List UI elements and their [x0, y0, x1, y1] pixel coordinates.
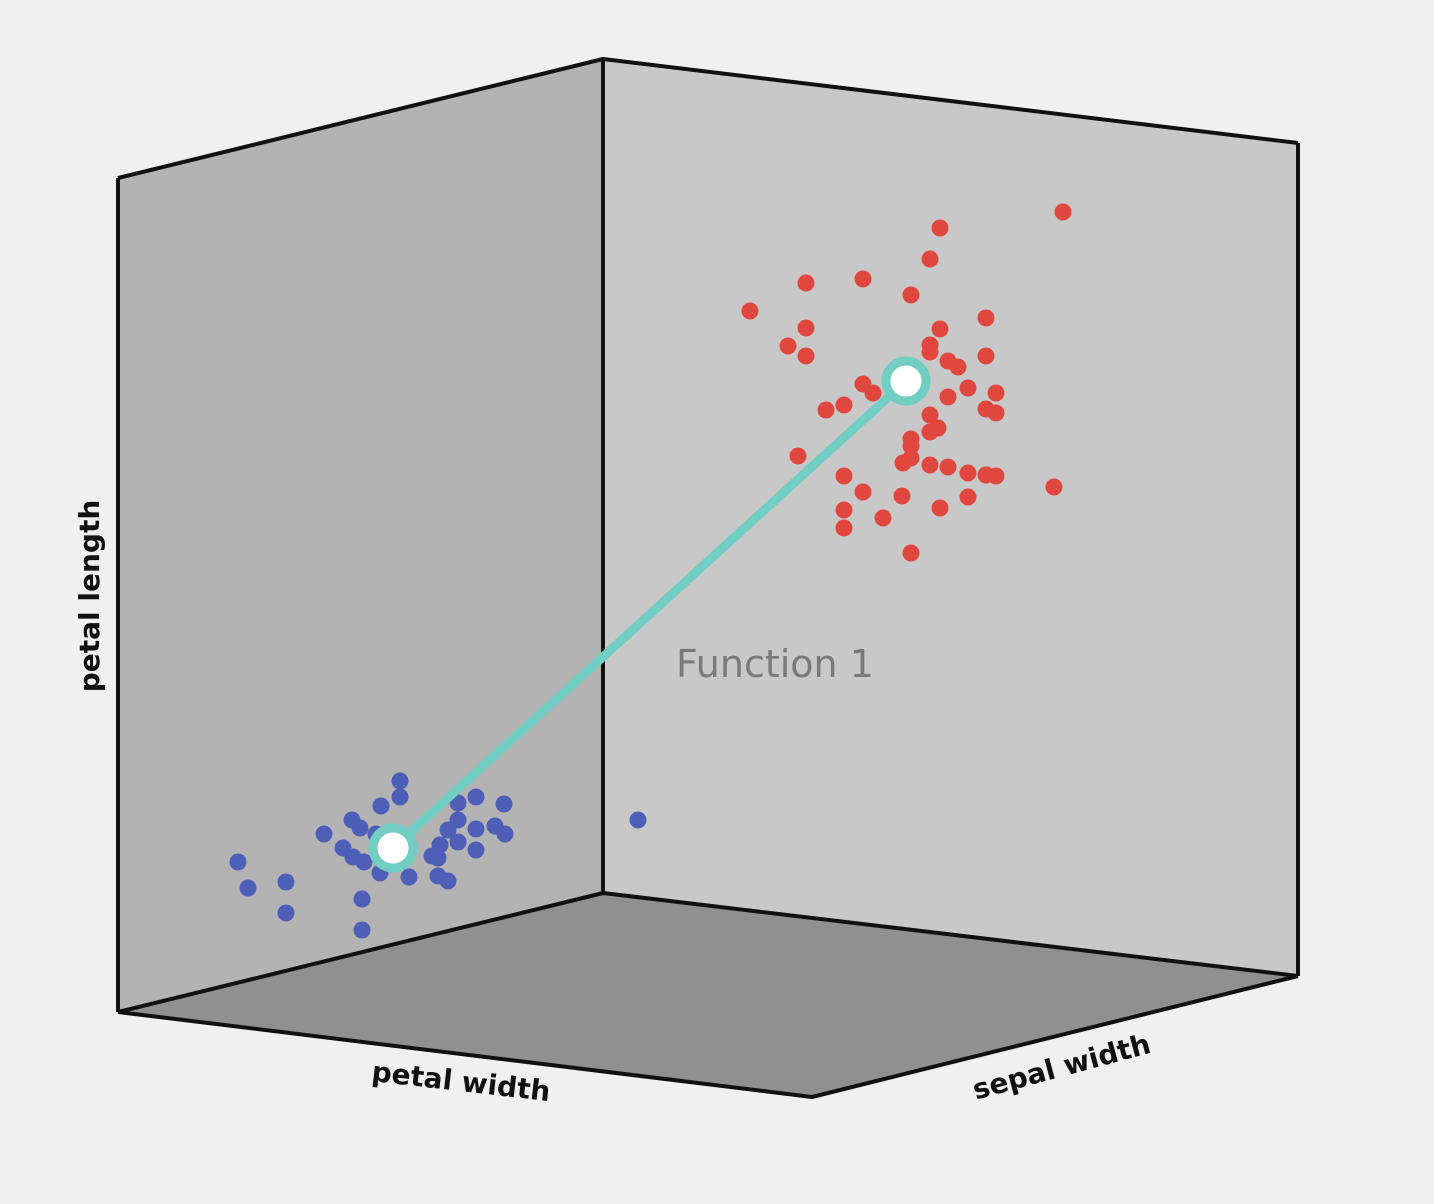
red-data-point — [1045, 478, 1063, 496]
red-data-point — [959, 488, 977, 506]
blue-data-point — [391, 788, 409, 806]
red-data-point — [893, 487, 911, 505]
red-data-point — [835, 501, 853, 519]
red-data-point — [977, 309, 995, 327]
red-data-point — [797, 319, 815, 337]
box-edge-floor-back — [117, 891, 1299, 1014]
blue-data-point — [353, 890, 371, 908]
box-edges — [116, 57, 1300, 1099]
blue-data-point — [449, 833, 467, 851]
red-data-point — [835, 519, 853, 537]
red-data-point — [817, 401, 835, 419]
centroids — [368, 356, 931, 873]
red-data-point — [959, 464, 977, 482]
blue-data-point — [467, 841, 485, 859]
red-data-point — [939, 388, 957, 406]
function-1-label: Function 1 — [676, 642, 874, 686]
blue-data-point — [439, 872, 457, 890]
blue-data-point — [277, 904, 295, 922]
red-data-point — [854, 483, 872, 501]
left-wall — [118, 59, 603, 1012]
red-data-point — [921, 406, 939, 424]
red-data-point — [874, 509, 892, 527]
blue-data-point — [229, 853, 247, 871]
floor — [118, 893, 1298, 1097]
red-data-point — [931, 320, 949, 338]
blue-data-point — [351, 819, 369, 837]
blue-data-point — [467, 820, 485, 838]
box-edge-floor-front — [117, 974, 1299, 1099]
red-data-point — [921, 423, 939, 441]
red-data-point — [949, 358, 967, 376]
back-wall — [603, 59, 1298, 976]
red-data-point — [797, 347, 815, 365]
red-data-point — [977, 347, 995, 365]
blue-data-point — [353, 921, 371, 939]
data-points — [229, 203, 1072, 939]
blue-data-point — [467, 788, 485, 806]
red-data-point — [864, 384, 882, 402]
red-data-point — [902, 449, 920, 467]
blue-data-point — [449, 811, 467, 829]
blue-data-point — [391, 772, 409, 790]
red-data-point — [931, 219, 949, 237]
red-data-point — [797, 274, 815, 292]
red-data-point — [779, 337, 797, 355]
blue-data-point — [315, 825, 333, 843]
red-data-point — [789, 447, 807, 465]
red-data-point — [921, 456, 939, 474]
red-data-point — [987, 467, 1005, 485]
red-data-point — [987, 404, 1005, 422]
blue-data-point — [355, 853, 373, 871]
red-data-point — [959, 379, 977, 397]
function-1-line — [388, 376, 911, 853]
red-data-point — [931, 499, 949, 517]
red-data-point — [902, 437, 920, 455]
red-data-point — [902, 544, 920, 562]
red-centroid — [881, 356, 931, 406]
red-data-point — [1054, 203, 1072, 221]
blue-data-point — [495, 795, 513, 813]
blue-data-point — [277, 873, 295, 891]
blue-data-point — [372, 797, 390, 815]
red-data-point — [987, 384, 1005, 402]
blue-data-point — [400, 868, 418, 886]
red-data-point — [741, 302, 759, 320]
red-data-point — [854, 270, 872, 288]
red-data-point — [835, 467, 853, 485]
blue-data-point — [239, 879, 257, 897]
blue-data-point — [431, 836, 449, 854]
blue-data-point — [629, 811, 647, 829]
red-data-point — [921, 250, 939, 268]
axis-label-petal-length: petal length — [73, 500, 106, 693]
blue-centroid — [368, 823, 418, 873]
red-data-point — [835, 396, 853, 414]
blue-data-point — [496, 825, 514, 843]
red-data-point — [921, 343, 939, 361]
red-data-point — [902, 286, 920, 304]
red-data-point — [939, 458, 957, 476]
blue-data-point — [429, 849, 447, 867]
